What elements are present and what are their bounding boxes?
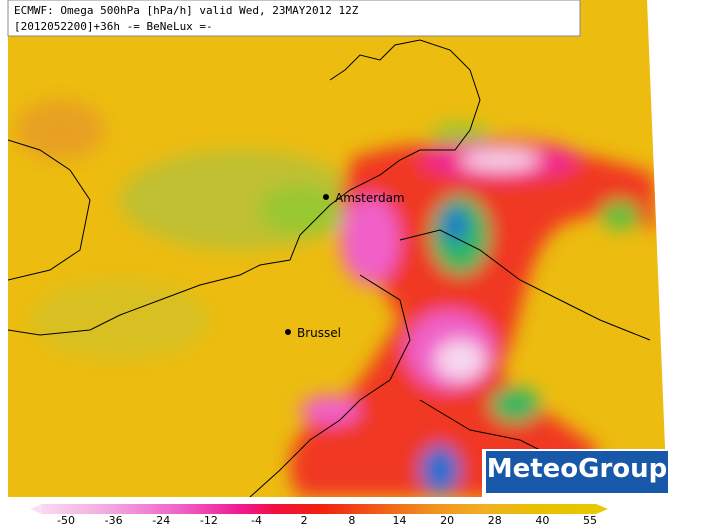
colorbar-label: 55 xyxy=(583,514,597,527)
colorbar-end xyxy=(596,504,608,514)
colorbar-label: 40 xyxy=(535,514,549,527)
map xyxy=(8,0,667,497)
colorbar xyxy=(42,504,596,514)
colorbar-label: 14 xyxy=(392,514,406,527)
city-label: Brussel xyxy=(297,326,341,340)
header-line: [2012052200]+36h -= BeNeLux =- xyxy=(14,20,213,33)
colorbar-label: -24 xyxy=(152,514,170,527)
colorbar-label: -12 xyxy=(200,514,218,527)
colorbar-label: 2 xyxy=(301,514,308,527)
city-label: Amsterdam xyxy=(335,191,405,205)
colorbar-label: -4 xyxy=(251,514,262,527)
colorbar-label: -50 xyxy=(57,514,75,527)
colorbar-end xyxy=(30,504,42,514)
city-dot xyxy=(323,194,329,200)
logo-bg xyxy=(486,451,668,493)
colorbar-labels: -50 -36 -24 -12 -4 2 8 14 20 28 40 55 xyxy=(57,514,597,527)
logo-text: MeteoGroup xyxy=(487,454,668,484)
colorbar-label: 28 xyxy=(488,514,502,527)
colorbar-label: 20 xyxy=(440,514,454,527)
header-box xyxy=(7,0,581,37)
colorbar-label: 8 xyxy=(348,514,355,527)
city-dot xyxy=(285,329,291,335)
header-line: ECMWF: Omega 500hPa [hPa/h] valid Wed, 2… xyxy=(14,4,359,17)
colorbar-label: -36 xyxy=(105,514,123,527)
